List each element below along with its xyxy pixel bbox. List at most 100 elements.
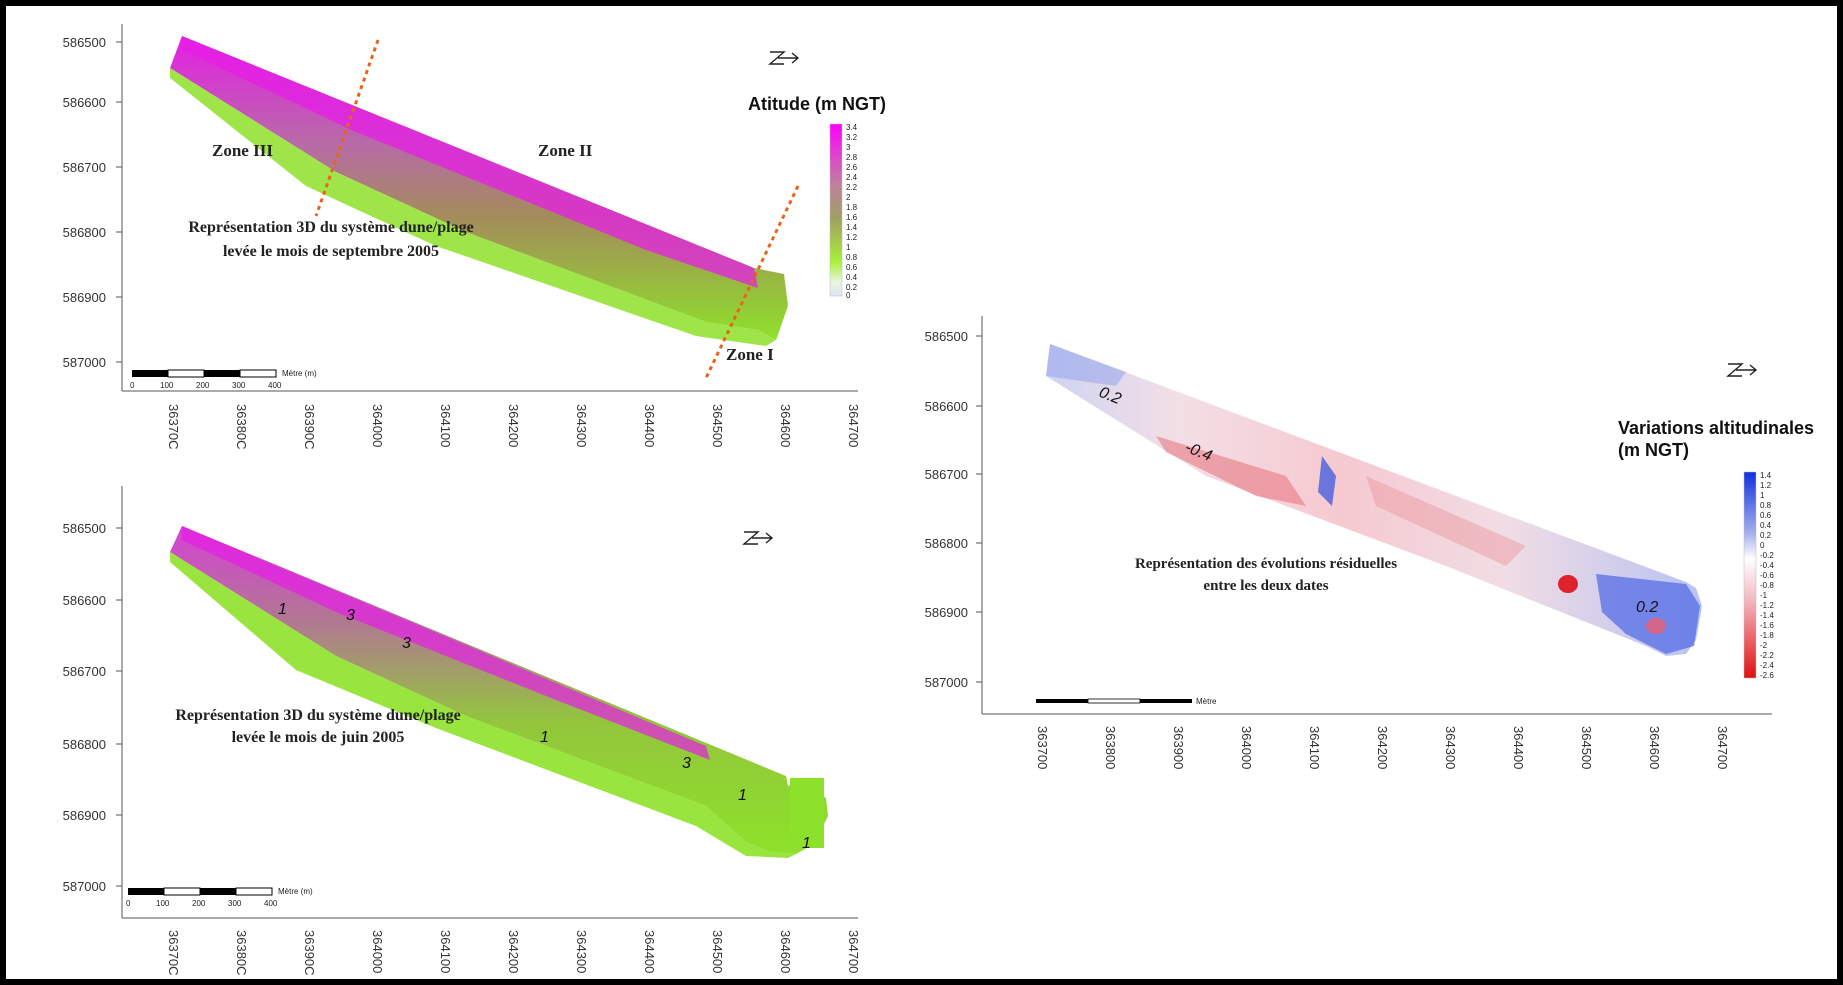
svg-text:-2.2: -2.2: [1760, 651, 1774, 660]
svg-text:200: 200: [196, 381, 210, 390]
svg-text:-0.2: -0.2: [1760, 551, 1774, 560]
y-tick: 586500: [63, 521, 106, 536]
svg-text:Mètre: Mètre: [1196, 697, 1217, 706]
legend-colorbar: [1743, 471, 1757, 679]
svg-text:0: 0: [846, 291, 851, 300]
y-tick: 586600: [63, 593, 106, 608]
x-tick: 364600: [778, 930, 793, 973]
x-tick: 364700: [846, 404, 861, 447]
caption-line1: Représentation des évolutions résiduelle…: [1135, 556, 1397, 572]
negative-spot: [1646, 618, 1666, 634]
svg-text:0.2: 0.2: [1760, 531, 1772, 540]
svg-text:0.6: 0.6: [1760, 511, 1772, 520]
svg-text:300: 300: [228, 899, 242, 908]
y-tick: 586700: [63, 664, 106, 679]
negative-zone: [1156, 436, 1306, 506]
y-axis-diff: 586500 586600 586700 586800 586900 58700…: [925, 329, 982, 690]
x-tick: 363800: [1103, 726, 1118, 769]
scale-bar: 0 100 200 300 400 Mètre (m): [130, 369, 317, 390]
y-tick: 586800: [63, 225, 106, 240]
x-tick: 364700: [1715, 726, 1730, 769]
panel-june: 586500 586600 586700 586800 586900 58700…: [63, 486, 861, 976]
svg-text:1.2: 1.2: [1760, 481, 1772, 490]
svg-text:400: 400: [264, 899, 278, 908]
positive-zone: [1046, 344, 1126, 386]
x-tick: 36370C: [166, 404, 181, 450]
svg-text:0: 0: [1760, 541, 1765, 550]
svg-text:1.6: 1.6: [846, 213, 858, 222]
x-tick: 364200: [1375, 726, 1390, 769]
svg-text:-2.4: -2.4: [1760, 661, 1774, 670]
svg-text:-1: -1: [1760, 591, 1768, 600]
panel-september: 586500 586600 586700 586800 586900 58700…: [63, 24, 886, 450]
legend-colorbar: [829, 123, 843, 297]
x-tick: 36390C: [302, 404, 317, 450]
x-tick: 364600: [778, 404, 793, 447]
x-axis-diff: 363700 363800 363900 364000 364100 36420…: [1035, 726, 1730, 769]
svg-text:0.2: 0.2: [846, 283, 858, 292]
x-tick: 364300: [574, 404, 589, 447]
north-arrow-icon: [1726, 363, 1758, 377]
x-tick: 364500: [710, 930, 725, 973]
beach-lower-jun: [170, 552, 796, 858]
svg-text:2.6: 2.6: [846, 163, 858, 172]
x-tick: 364300: [1443, 726, 1458, 769]
zone-label: Zone III: [212, 141, 273, 160]
svg-text:2.4: 2.4: [846, 173, 858, 182]
y-tick: 586800: [925, 536, 968, 551]
svg-text:0.8: 0.8: [1760, 501, 1772, 510]
svg-text:200: 200: [192, 899, 206, 908]
legend-subtitle: (m NGT): [1618, 440, 1689, 460]
x-tick: 364000: [370, 930, 385, 973]
svg-text:Mètre (m): Mètre (m): [278, 887, 313, 896]
x-tick: 364600: [1647, 726, 1662, 769]
x-tick: 364500: [710, 404, 725, 447]
y-tick: 586500: [925, 329, 968, 344]
x-tick: 36380C: [234, 930, 249, 976]
figure-frame: 586500 586600 586700 586800 586900 58700…: [6, 6, 1837, 979]
svg-text:3: 3: [846, 143, 851, 152]
svg-text:-1.4: -1.4: [1760, 611, 1774, 620]
x-tick: 364700: [846, 930, 861, 973]
dune-crest-sep: [182, 36, 758, 288]
svg-text:0.6: 0.6: [846, 263, 858, 272]
legend-ticks: 1.41.210.80.60.40.20-0.2-0.4-0.6-0.8-1-1…: [1760, 471, 1774, 680]
svg-text:1: 1: [1760, 491, 1765, 500]
caption-line2: entre les deux dates: [1203, 578, 1328, 594]
y-tick: 586800: [63, 737, 106, 752]
y-tick: 586600: [63, 95, 106, 110]
svg-text:2.2: 2.2: [846, 183, 858, 192]
caption-line2: levée le mois de septembre 2005: [223, 243, 439, 260]
positive-zone: [1596, 574, 1700, 654]
y-tick: 586900: [925, 605, 968, 620]
figure-canvas: 586500 586600 586700 586800 586900 58700…: [63, 24, 1814, 976]
zone-label: Zone II: [538, 141, 593, 160]
x-tick: 36390C: [302, 930, 317, 976]
svg-text:-0.8: -0.8: [1760, 581, 1774, 590]
contour-label: 3: [682, 755, 691, 772]
x-tick: 364300: [574, 930, 589, 973]
contour-label: 1: [278, 601, 287, 618]
x-tick: 364000: [1239, 726, 1254, 769]
x-tick: 364200: [506, 930, 521, 973]
contour-label: 3: [346, 607, 355, 624]
svg-text:400: 400: [268, 381, 282, 390]
y-tick: 587000: [63, 879, 106, 894]
svg-text:2.8: 2.8: [846, 153, 858, 162]
y-tick: 587000: [63, 355, 106, 370]
positive-zone: [1318, 456, 1336, 506]
y-tick: 586900: [63, 290, 106, 305]
svg-text:1.4: 1.4: [1760, 471, 1772, 480]
dune-block-jun: [790, 778, 824, 848]
svg-text:Mètre (m): Mètre (m): [282, 369, 317, 378]
svg-text:2: 2: [846, 193, 851, 202]
x-tick: 364400: [1511, 726, 1526, 769]
x-tick: 364100: [438, 930, 453, 973]
svg-text:-1.2: -1.2: [1760, 601, 1774, 610]
svg-text:-0.4: -0.4: [1760, 561, 1774, 570]
x-axis-sep: 36370C 36380C 36390C 364000 364100 36420…: [166, 404, 861, 450]
legend-title: Variations altitudinales: [1618, 418, 1814, 438]
x-tick: 364500: [1579, 726, 1594, 769]
svg-text:0: 0: [130, 381, 135, 390]
svg-text:-1.8: -1.8: [1760, 631, 1774, 640]
